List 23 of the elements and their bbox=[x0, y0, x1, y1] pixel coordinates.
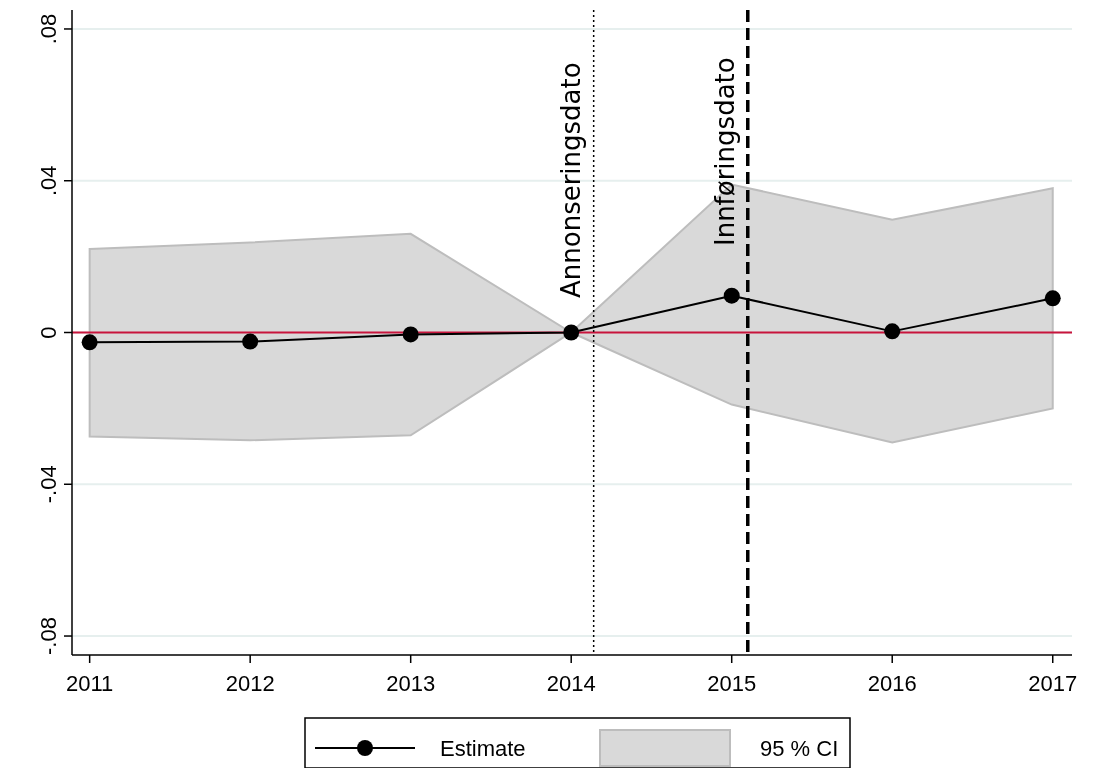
y-tick-label: -.08 bbox=[36, 617, 61, 655]
legend-label: Estimate bbox=[440, 736, 526, 761]
y-tick-label: .08 bbox=[36, 13, 61, 45]
point bbox=[723, 287, 740, 304]
ref-line-label: Innføringsdato bbox=[709, 57, 740, 246]
point bbox=[563, 324, 580, 341]
x-tick-label: 2016 bbox=[867, 671, 917, 696]
point bbox=[884, 323, 901, 340]
x-tick-label: 2017 bbox=[1028, 671, 1078, 696]
text: 95 % CI bbox=[760, 736, 839, 761]
y-tick-label: -.04 bbox=[36, 465, 61, 504]
point bbox=[242, 333, 259, 350]
y-tick-label: .04 bbox=[36, 165, 61, 197]
y-tick-label: 0 bbox=[36, 326, 61, 339]
x-tick-label: 2012 bbox=[225, 671, 275, 696]
x-tick-label: 2015 bbox=[707, 671, 757, 696]
x-tick-label: 2011 bbox=[66, 671, 114, 696]
x-tick-label: 2013 bbox=[386, 671, 436, 696]
point bbox=[1044, 290, 1061, 307]
ref-line-label: Annonseringsdato bbox=[555, 62, 586, 298]
x-tick-label: 2014 bbox=[546, 671, 596, 696]
point bbox=[402, 326, 419, 343]
point bbox=[81, 334, 98, 351]
